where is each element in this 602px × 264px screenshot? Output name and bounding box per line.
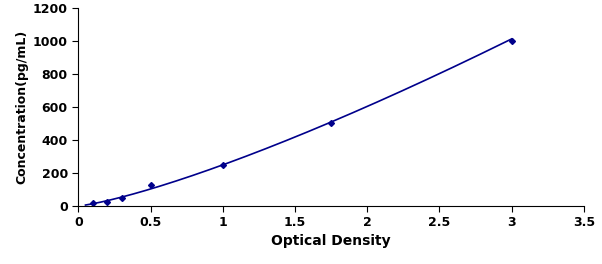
- Y-axis label: Concentration(pg/mL): Concentration(pg/mL): [16, 30, 29, 184]
- X-axis label: Optical Density: Optical Density: [272, 233, 391, 248]
